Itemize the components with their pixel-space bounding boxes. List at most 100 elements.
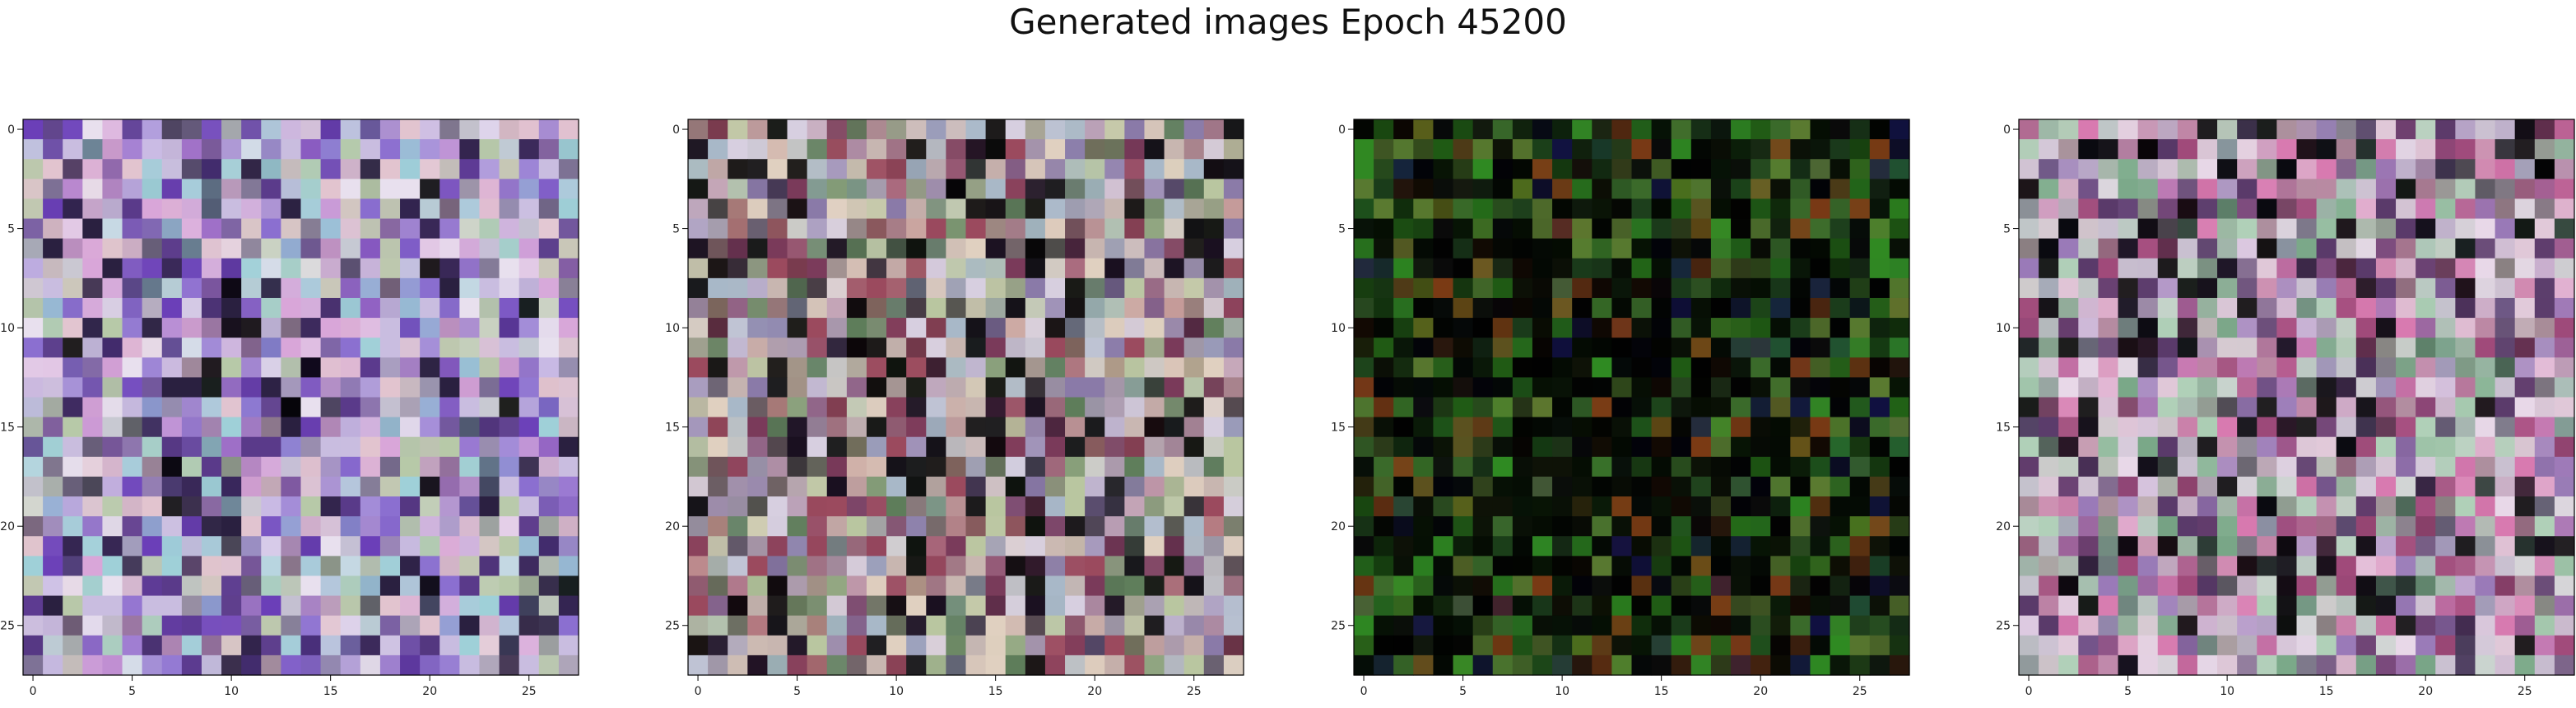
pixel-cell [2375, 357, 2397, 378]
pixel-cell [926, 575, 946, 597]
pixel-cell [142, 615, 163, 636]
pixel-cell [181, 575, 202, 597]
pixel-cell [1183, 397, 1205, 418]
pixel-cell [985, 556, 1007, 577]
pixel-cell [142, 436, 163, 458]
pixel-cell [926, 238, 946, 259]
pixel-cell [23, 615, 44, 636]
pixel-cell [2514, 119, 2536, 140]
pixel-cell [1203, 277, 1225, 299]
pixel-cell [1144, 179, 1165, 200]
pixel-cell [2534, 119, 2555, 140]
pixel-cell [420, 377, 440, 398]
pixel-cell [261, 417, 281, 438]
pixel-cell [1690, 119, 1712, 140]
pixel-cell [1690, 654, 1712, 676]
pixel-cell [1552, 139, 1573, 160]
pixel-cell [439, 119, 460, 140]
pixel-cell [767, 159, 788, 179]
pixel-cell [1770, 338, 1791, 358]
pixel-cell [320, 139, 342, 160]
pixel-cell [2078, 635, 2099, 656]
pixel-cell [1005, 139, 1026, 160]
pixel-cell [142, 258, 163, 279]
pixel-cell [2098, 595, 2119, 617]
pixel-cell [459, 297, 481, 319]
pixel-cell [1223, 476, 1244, 497]
pixel-cell [826, 595, 848, 617]
pixel-cell [807, 436, 828, 458]
pixel-cell [2534, 436, 2555, 458]
pixel-cell [1552, 198, 1573, 220]
pixel-cell [300, 436, 322, 458]
pixel-cell [1144, 238, 1165, 259]
pixel-cell [787, 277, 808, 299]
pixel-cell [846, 575, 867, 597]
pixel-cell [181, 297, 202, 319]
pixel-cell [23, 119, 44, 140]
pixel-cell [439, 456, 460, 477]
pixel-cell [906, 258, 927, 279]
y-tick-label: 10 [0, 322, 15, 335]
pixel-cell [558, 575, 579, 597]
pixel-cell [499, 119, 520, 140]
pixel-cell [102, 198, 123, 220]
pixel-cell [1790, 436, 1811, 458]
pixel-cell [2098, 536, 2119, 557]
pixel-cell [102, 436, 123, 458]
pixel-cell [1433, 238, 1454, 259]
pixel-cell [1830, 179, 1851, 200]
pixel-cell [1651, 417, 1672, 438]
pixel-cell [1671, 615, 1692, 636]
pixel-cell [846, 476, 867, 497]
pixel-cell [1810, 575, 1831, 597]
pixel-cell [1183, 198, 1205, 220]
pixel-cell [2495, 119, 2516, 140]
pixel-cell [708, 635, 728, 656]
pixel-cell [479, 397, 500, 418]
pixel-cell [102, 139, 123, 160]
pixel-cell [1085, 496, 1105, 517]
pixel-cell [261, 654, 281, 676]
pixel-cell [281, 297, 302, 319]
pixel-cell [43, 635, 63, 656]
pixel-cell [122, 635, 143, 656]
pixel-cell [479, 575, 500, 597]
pixel-cell [1830, 516, 1851, 537]
pixel-cell [2157, 258, 2178, 279]
pixel-cell [459, 476, 481, 497]
pixel-cell [965, 456, 987, 477]
pixel-cell [1025, 397, 1046, 418]
pixel-cell [807, 397, 828, 418]
pixel-cell [1532, 277, 1553, 299]
pixel-cell [866, 417, 887, 438]
pixel-cell [1671, 159, 1692, 179]
pixel-cell [142, 119, 163, 140]
pixel-cell [985, 179, 1007, 200]
pixel-cell [1790, 556, 1811, 577]
pixel-cell [1592, 556, 1612, 577]
pixel-cell [846, 218, 867, 240]
pixel-cell [807, 357, 828, 378]
pixel-cell [1025, 654, 1046, 676]
pixel-cell [1472, 397, 1494, 418]
pixel-cell [479, 338, 500, 358]
pixel-cell [1751, 575, 1771, 597]
pixel-cell [379, 318, 401, 338]
pixel-cell [1631, 417, 1653, 438]
pixel-cell [2534, 139, 2555, 160]
pixel-cell [708, 179, 728, 200]
pixel-cell [1413, 119, 1434, 140]
pixel-cell [747, 139, 769, 160]
pixel-cell [2416, 496, 2436, 517]
pixel-cell [400, 456, 421, 477]
pixel-cell [2019, 436, 2039, 458]
pixel-cell [1512, 338, 1533, 358]
pixel-cell [1124, 238, 1146, 259]
pixel-cell [1770, 198, 1791, 220]
pixel-cell [2435, 258, 2456, 279]
pixel-cell [2098, 159, 2119, 179]
pixel-cell [1751, 277, 1771, 299]
pixel-cell [946, 198, 967, 220]
pixel-cell [1374, 297, 1394, 319]
